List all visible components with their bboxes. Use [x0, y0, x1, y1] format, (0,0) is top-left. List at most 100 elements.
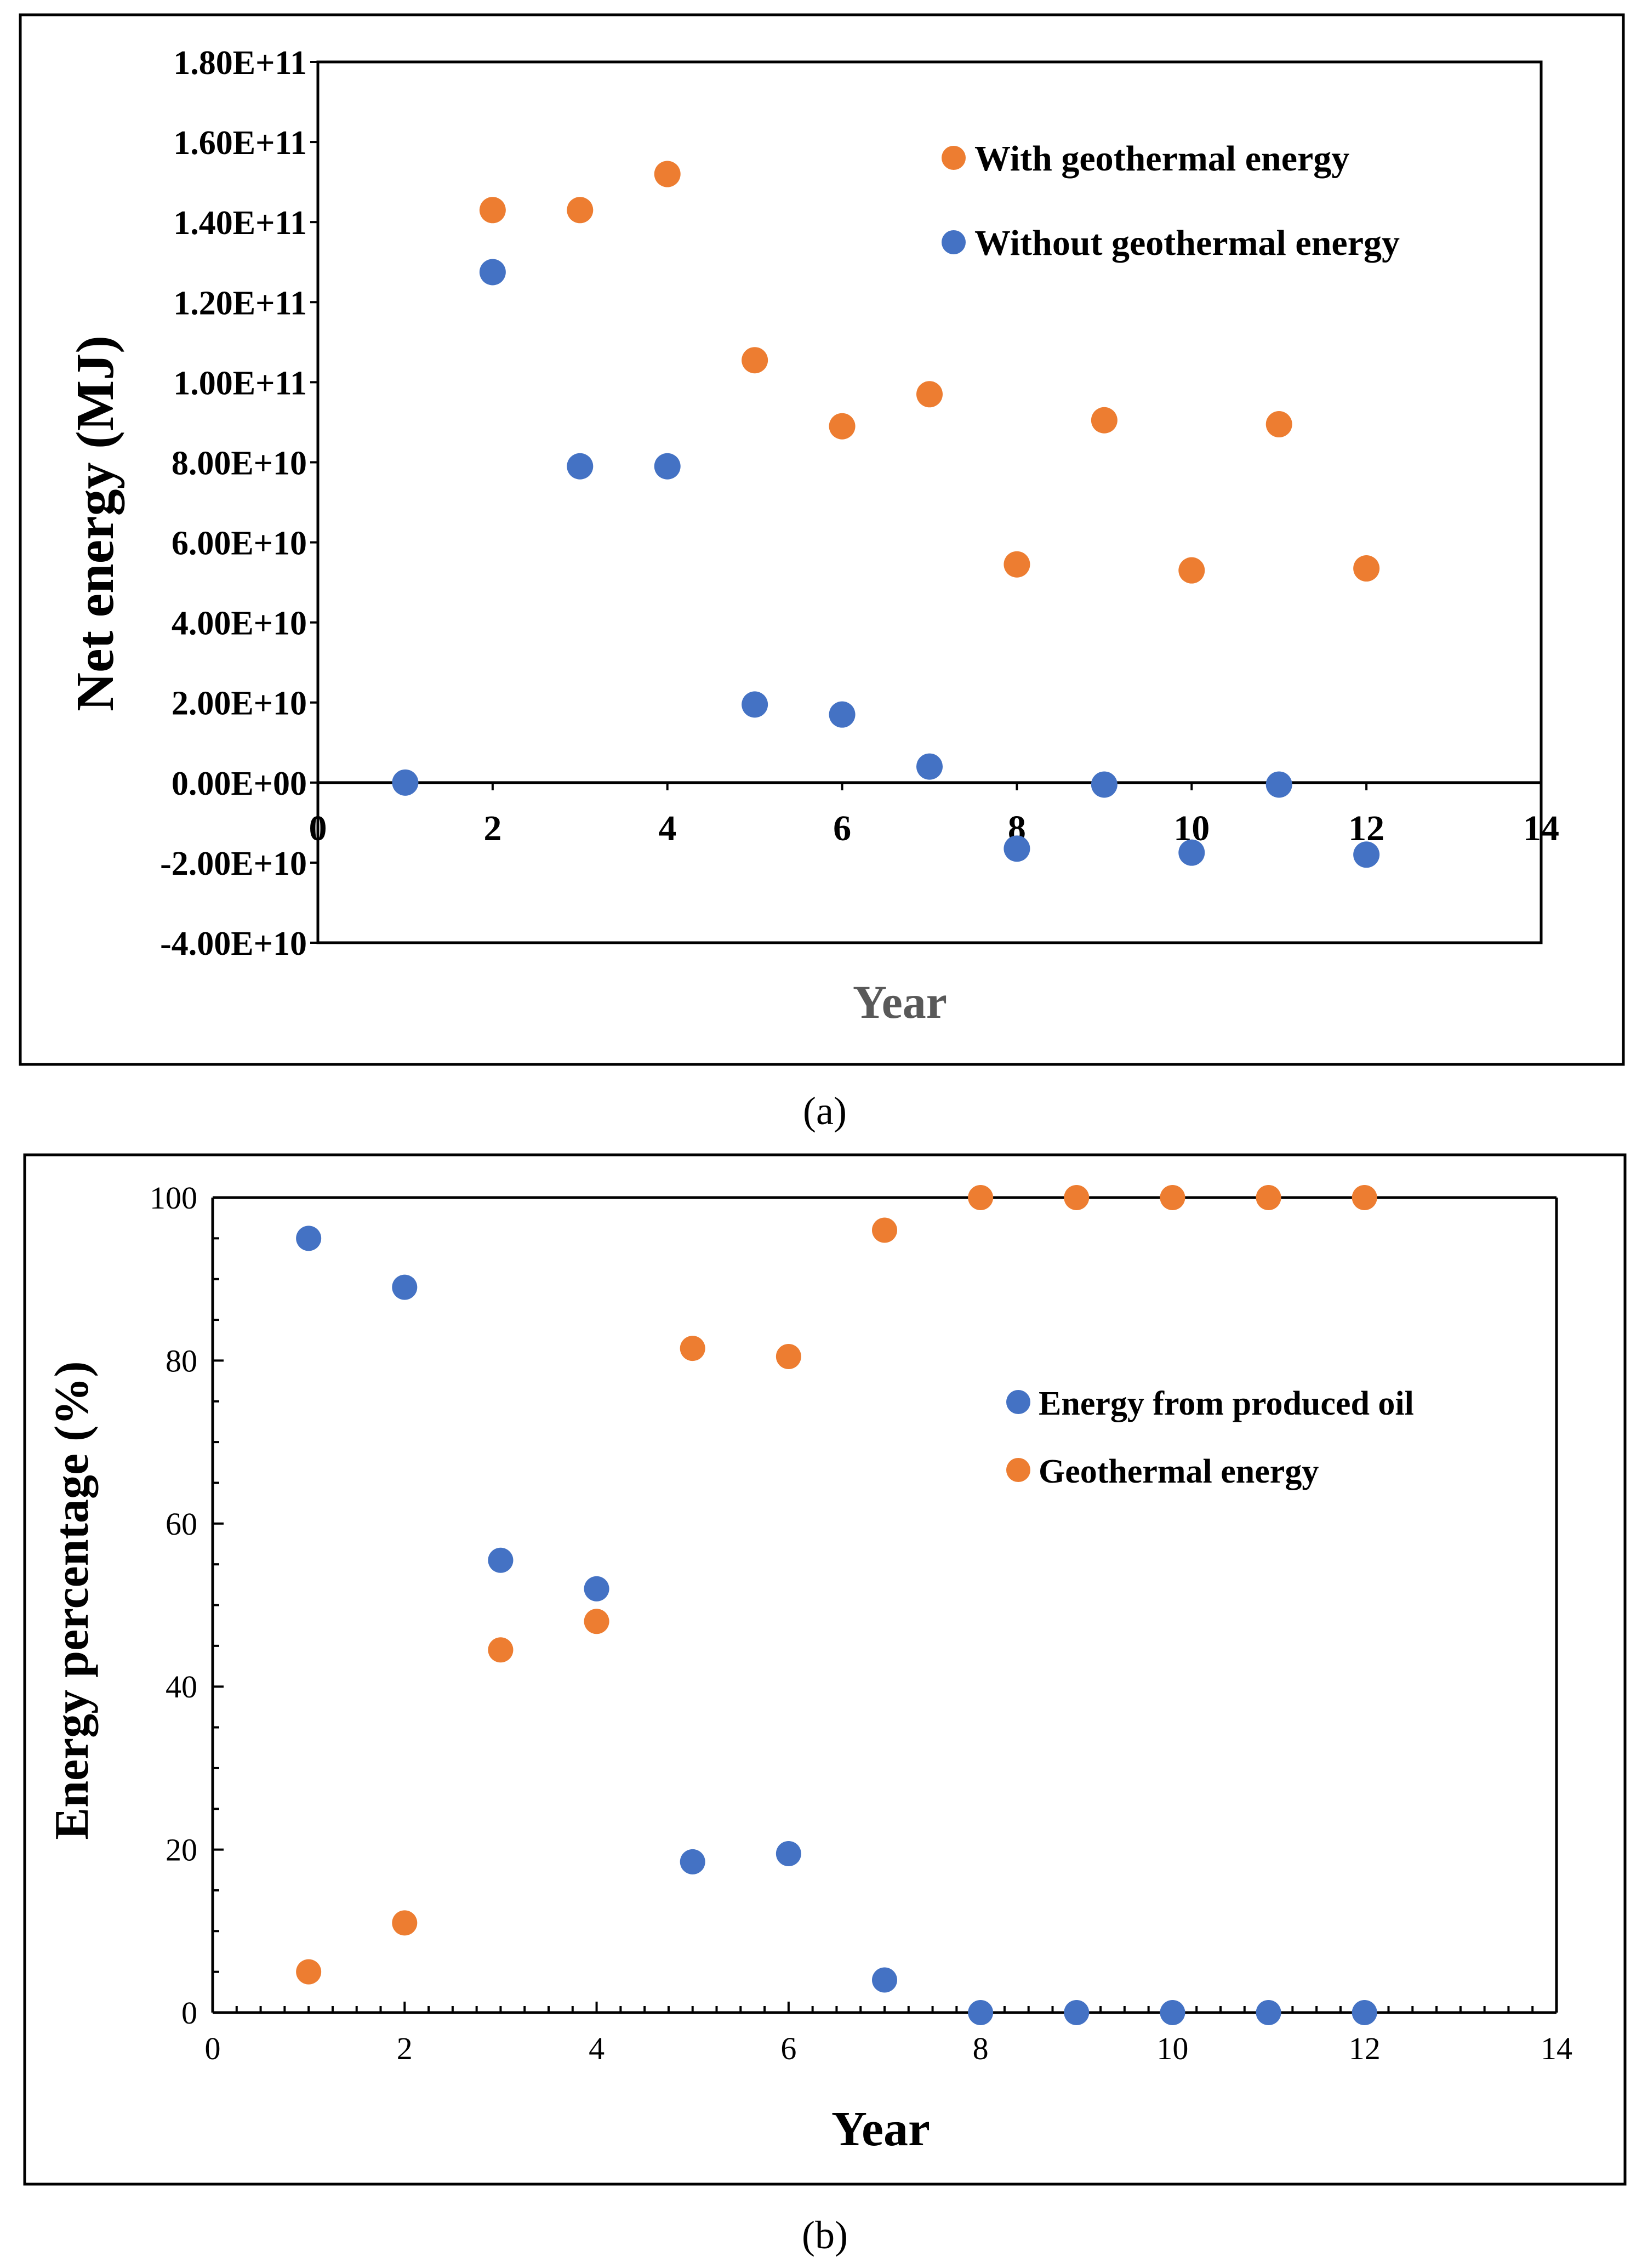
panel-a-y-tick-label: -2.00E+10 [160, 845, 307, 882]
panel-b-x-tick-label: 14 [1541, 2031, 1572, 2066]
panel-a-point-series1 [1178, 839, 1205, 866]
panel-b-caption: (b) [802, 2213, 848, 2257]
panel-b-points [296, 1185, 1377, 2025]
panel-b-point-series0 [1160, 2000, 1185, 2025]
panel-a-point-series0 [1004, 551, 1030, 578]
legend-label-geothermal: Geothermal energy [1039, 1453, 1319, 1490]
panel-b-point-series0 [296, 1226, 322, 1251]
panel-a-frame [19, 13, 1625, 1066]
legend-label-produced-oil: Energy from produced oil [1039, 1385, 1414, 1422]
panel-a-point-series0 [742, 347, 768, 374]
panel-b-point-series1 [776, 1343, 801, 1369]
panel-b-y-tick-label: 20 [166, 1832, 197, 1868]
panel-a-net-energy-chart: 0 2 4 6 8 10 12 14-4.00E+10-2.00E+100.00E+002.0… [19, 13, 1625, 1066]
panel-a-y-tick-label: -4.00E+10 [160, 925, 307, 962]
panel-a-y-tick-label: 0.00E+00 [172, 765, 307, 802]
panel-b-point-series0 [488, 1547, 514, 1573]
panel-b-axes: 0 2 4 6 8 10 12 14 0 20 40 60 80 100 [150, 1180, 1572, 2066]
panel-a-point-series1 [829, 701, 856, 728]
panel-a-points [392, 161, 1380, 868]
panel-a-y-tick-label: 1.80E+11 [173, 44, 307, 82]
legend-marker-geothermal [1006, 1458, 1030, 1482]
panel-b-energy-percentage-chart: 0 2 4 6 8 10 12 14 0 20 40 60 80 100 Energy percentag… [23, 1153, 1627, 2186]
panel-a-y-axis-title: Net energy (MJ) [66, 335, 125, 711]
panel-a-point-series0 [829, 413, 856, 440]
legend-label-without-geothermal: Without geothermal energy [974, 223, 1400, 263]
panel-a-y-tick-label: 1.40E+11 [173, 204, 307, 242]
panel-a-point-series1 [654, 453, 681, 480]
panel-a-x-tick-label: 6 [833, 808, 851, 848]
panel-a-plot-area [316, 60, 1543, 944]
panel-b-point-series0 [872, 1967, 897, 1993]
panel-a-point-series1 [392, 769, 419, 796]
panel-b-y-tick-label: 0 [181, 1995, 197, 2031]
legend-marker-with-geothermal [942, 146, 966, 170]
panel-a-point-series1 [916, 753, 943, 780]
panel-a-point-series0 [916, 381, 943, 408]
panel-a-x-tick-label: 2 [483, 808, 501, 848]
panel-a-point-series0 [479, 197, 506, 224]
panel-b-point-series1 [584, 1609, 609, 1634]
panel-b-x-axis-title: Year [831, 2102, 930, 2156]
panel-b-point-series0 [1256, 2000, 1281, 2025]
panel-a-caption: (a) [803, 1089, 847, 1133]
panel-a-y-tick-label: 4.00E+10 [172, 605, 307, 642]
panel-b-point-series1 [296, 1959, 322, 1985]
panel-a-point-series1 [1353, 841, 1380, 868]
panel-a-point-series0 [654, 161, 681, 187]
panel-b-point-series1 [872, 1217, 897, 1243]
panel-a-y-tick-label: 1.20E+11 [173, 284, 307, 322]
panel-a-point-series0 [567, 197, 594, 224]
panel-b-point-series1 [1160, 1185, 1185, 1210]
panel-b-legend: Energy from produced oil Geothermal ener… [1006, 1385, 1414, 1490]
panel-b-x-tick-label: 0 [205, 2031, 221, 2066]
panel-a-x-tick-label: 14 [1523, 808, 1559, 848]
panel-b-y-tick-label: 100 [150, 1180, 197, 1216]
panel-b-point-series0 [680, 1849, 705, 1874]
panel-b-point-series0 [584, 1576, 609, 1602]
panel-b-point-series0 [968, 2000, 994, 2025]
panel-a-point-series0 [1091, 407, 1118, 434]
panel-a-y-tick-label: 1.00E+11 [173, 364, 307, 402]
panel-a-x-tick-label: 0 [309, 808, 327, 848]
panel-b-y-tick-label: 40 [166, 1669, 197, 1705]
panel-b-y-axis-title: Energy percentage (%) [45, 1361, 99, 1839]
panel-b-point-series1 [1256, 1185, 1281, 1210]
panel-a-point-series1 [742, 691, 768, 718]
panel-a-point-series0 [1353, 555, 1380, 582]
panel-b-point-series1 [968, 1185, 994, 1210]
panel-a-x-tick-label: 4 [658, 808, 676, 848]
panel-b-point-series0 [1352, 2000, 1377, 2025]
panel-a-y-tick-label: 6.00E+10 [172, 525, 307, 562]
panel-a-point-series1 [1091, 771, 1118, 798]
legend-label-with-geothermal: With geothermal energy [974, 139, 1349, 179]
panel-b-x-tick-label: 6 [780, 2031, 796, 2066]
panel-b-y-tick-label: 80 [166, 1343, 197, 1378]
panel-a-point-series1 [1004, 835, 1030, 862]
panel-a-point-series1 [567, 453, 594, 480]
panel-b-point-series1 [392, 1910, 418, 1936]
panel-b-x-tick-label: 4 [589, 2031, 605, 2066]
panel-b-point-series1 [488, 1637, 514, 1663]
panel-b-point-series0 [776, 1841, 801, 1867]
panel-a-point-series1 [1265, 771, 1292, 798]
panel-a-point-series0 [1178, 557, 1205, 584]
panel-b-point-series0 [1064, 2000, 1090, 2025]
panel-b-point-series1 [680, 1336, 705, 1361]
panel-a-point-series1 [479, 259, 506, 286]
legend-marker-without-geothermal [942, 230, 966, 254]
panel-a-legend: With geothermal energy Without geotherma… [942, 139, 1400, 263]
panel-b-x-tick-label: 2 [397, 2031, 413, 2066]
panel-b-x-tick-label: 12 [1349, 2031, 1381, 2066]
panel-a-axes: 0 2 4 6 8 10 12 14-4.00E+10-2.00E+100.00E+002.0… [160, 44, 1559, 962]
panel-a-y-tick-label: 1.60E+11 [173, 124, 307, 162]
panel-b-x-tick-label: 8 [973, 2031, 989, 2066]
panel-a-y-tick-label: 8.00E+10 [172, 445, 307, 482]
panel-a-y-tick-label: 2.00E+10 [172, 685, 307, 722]
panel-b-frame [23, 1153, 1627, 2186]
panel-b-point-series1 [1352, 1185, 1377, 1210]
panel-a-x-axis-title: Year [853, 976, 947, 1028]
panel-a-point-series0 [1265, 411, 1292, 438]
panel-b-point-series0 [392, 1274, 418, 1300]
